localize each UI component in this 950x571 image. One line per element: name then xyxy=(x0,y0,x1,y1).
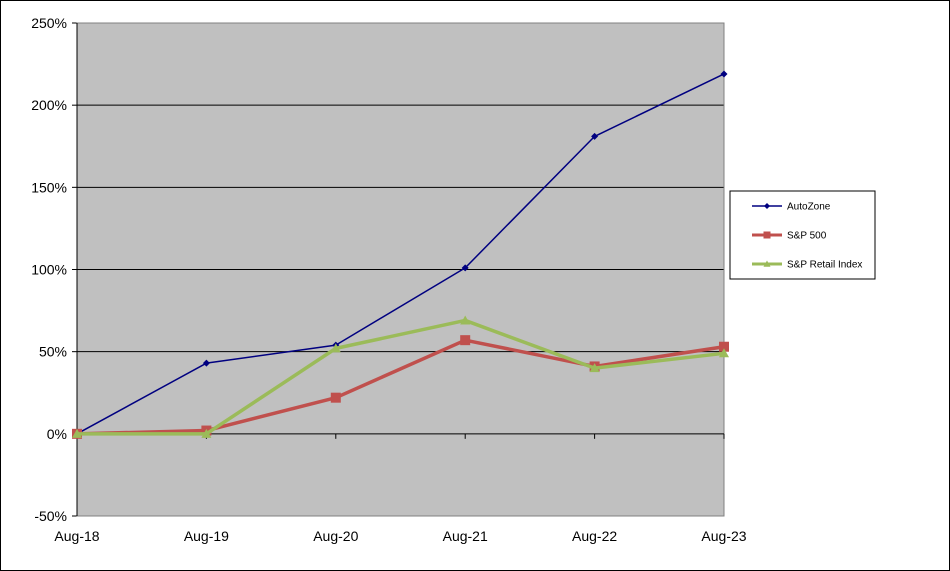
x-tick-label: Aug-23 xyxy=(701,528,746,544)
data-point xyxy=(763,231,771,239)
series-line-s-p-500 xyxy=(76,338,725,436)
x-tick-label: Aug-19 xyxy=(184,528,229,544)
x-tick-label: Aug-18 xyxy=(54,528,99,544)
series-lines xyxy=(72,70,729,439)
y-tick-label: 0% xyxy=(47,426,67,442)
data-point xyxy=(719,341,729,352)
gridlines xyxy=(77,22,724,353)
data-point xyxy=(330,343,341,353)
data-point xyxy=(330,392,341,403)
x-tick-label: Aug-22 xyxy=(572,528,617,544)
data-point xyxy=(719,348,729,358)
x-tick-label: Aug-20 xyxy=(313,528,358,544)
data-point xyxy=(202,359,210,367)
data-point xyxy=(591,132,599,140)
data-point xyxy=(72,428,82,438)
y-tick-label: 250% xyxy=(31,15,67,31)
y-tick-label: 100% xyxy=(31,262,67,278)
legend-label: AutoZone xyxy=(787,202,831,213)
data-point xyxy=(763,260,771,267)
y-tick-label: 200% xyxy=(31,97,67,113)
legend: AutoZone S&P 500 S&P Retail Index xyxy=(729,190,876,280)
series-line-s-p-retail-index xyxy=(77,318,725,436)
data-point xyxy=(460,335,471,346)
x-tick-label: Aug-21 xyxy=(443,528,488,544)
data-point xyxy=(201,428,212,438)
y-tick-label: 50% xyxy=(39,344,67,360)
legend-label: S&P 500 xyxy=(787,231,827,242)
data-point xyxy=(720,70,728,78)
data-point xyxy=(460,315,471,325)
series-line-autozone xyxy=(76,73,725,435)
data-point xyxy=(764,203,770,209)
legend-label: S&P Retail Index xyxy=(787,260,862,271)
y-tick-label: 150% xyxy=(31,179,67,195)
data-point xyxy=(589,363,600,373)
y-tick-label: -50% xyxy=(34,508,67,524)
data-point xyxy=(461,264,469,272)
